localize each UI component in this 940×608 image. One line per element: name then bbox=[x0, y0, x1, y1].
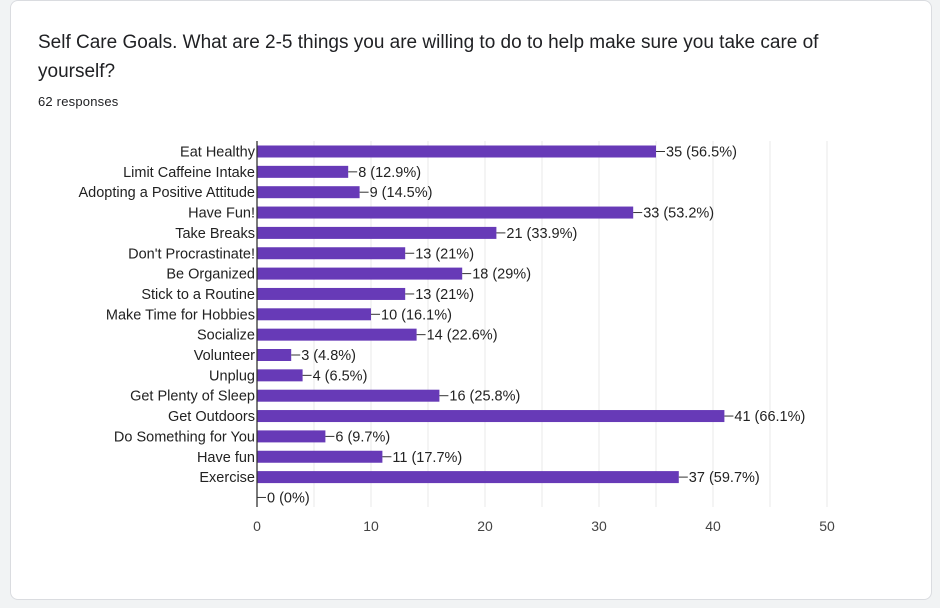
category-label: Adopting a Positive Attitude bbox=[78, 185, 255, 201]
category-label: Stick to a Routine bbox=[141, 287, 255, 303]
category-label: Volunteer bbox=[194, 348, 255, 364]
data-label: 14 (22.6%) bbox=[427, 328, 498, 344]
data-label: 37 (59.7%) bbox=[689, 470, 760, 486]
category-label: Take Breaks bbox=[175, 226, 255, 242]
data-label: 4 (6.5%) bbox=[313, 368, 368, 384]
data-label: 41 (66.1%) bbox=[734, 409, 805, 425]
bar bbox=[257, 206, 634, 219]
x-tick-label: 20 bbox=[477, 518, 493, 534]
category-label: Socialize bbox=[197, 328, 255, 344]
question-title: Self Care Goals. What are 2-5 things you… bbox=[38, 32, 819, 82]
bar bbox=[257, 430, 326, 443]
x-tick-label: 10 bbox=[363, 518, 379, 534]
bar bbox=[257, 145, 656, 158]
category-label: Have fun bbox=[197, 450, 255, 466]
category-label: Limit Caffeine Intake bbox=[123, 165, 255, 181]
bar bbox=[257, 247, 406, 260]
category-label: Get Outdoors bbox=[168, 409, 255, 425]
bar bbox=[257, 389, 440, 402]
category-label: Unplug bbox=[209, 368, 255, 384]
question-card: Self Care Goals. What are 2-5 things you… bbox=[10, 0, 932, 600]
bar bbox=[257, 186, 360, 199]
bar bbox=[257, 308, 371, 321]
data-label: 3 (4.8%) bbox=[301, 348, 356, 364]
data-label: 9 (14.5%) bbox=[370, 185, 433, 201]
category-label: Have Fun! bbox=[188, 206, 255, 222]
x-tick-label: 30 bbox=[591, 518, 607, 534]
data-label: 13 (21%) bbox=[415, 246, 474, 262]
bar bbox=[257, 349, 292, 361]
category-label: Exercise bbox=[199, 470, 255, 486]
category-label: Make Time for Hobbies bbox=[106, 307, 255, 323]
response-count: 62 responses bbox=[38, 94, 119, 109]
bar bbox=[257, 328, 417, 341]
data-label: 10 (16.1%) bbox=[381, 307, 452, 323]
data-label: 13 (21%) bbox=[415, 287, 474, 303]
data-label: 33 (53.2%) bbox=[643, 206, 714, 222]
category-label: Eat Healthy bbox=[180, 145, 256, 161]
data-label: 8 (12.9%) bbox=[358, 165, 421, 181]
category-label: Get Plenty of Sleep bbox=[130, 389, 255, 405]
x-tick-label: 0 bbox=[253, 518, 261, 534]
bar bbox=[257, 165, 349, 178]
bar bbox=[257, 369, 303, 382]
bar bbox=[257, 267, 463, 280]
category-label: Do Something for You bbox=[114, 429, 255, 445]
category-label: Don't Procrastinate! bbox=[128, 246, 255, 262]
bar bbox=[257, 410, 725, 423]
data-label: 16 (25.8%) bbox=[449, 389, 520, 405]
x-tick-label: 50 bbox=[819, 518, 835, 534]
bar bbox=[257, 226, 497, 239]
data-label: 0 (0%) bbox=[267, 490, 310, 506]
category-label: Be Organized bbox=[166, 267, 255, 283]
data-label: 18 (29%) bbox=[472, 267, 531, 283]
data-label: 21 (33.9%) bbox=[506, 226, 577, 242]
bar bbox=[257, 471, 679, 484]
x-tick-label: 40 bbox=[705, 518, 721, 534]
data-label: 11 (17.7%) bbox=[392, 450, 462, 466]
data-label: 6 (9.7%) bbox=[335, 429, 390, 445]
bar bbox=[257, 287, 406, 300]
data-label: 35 (56.5%) bbox=[666, 145, 737, 161]
bar bbox=[257, 450, 383, 463]
